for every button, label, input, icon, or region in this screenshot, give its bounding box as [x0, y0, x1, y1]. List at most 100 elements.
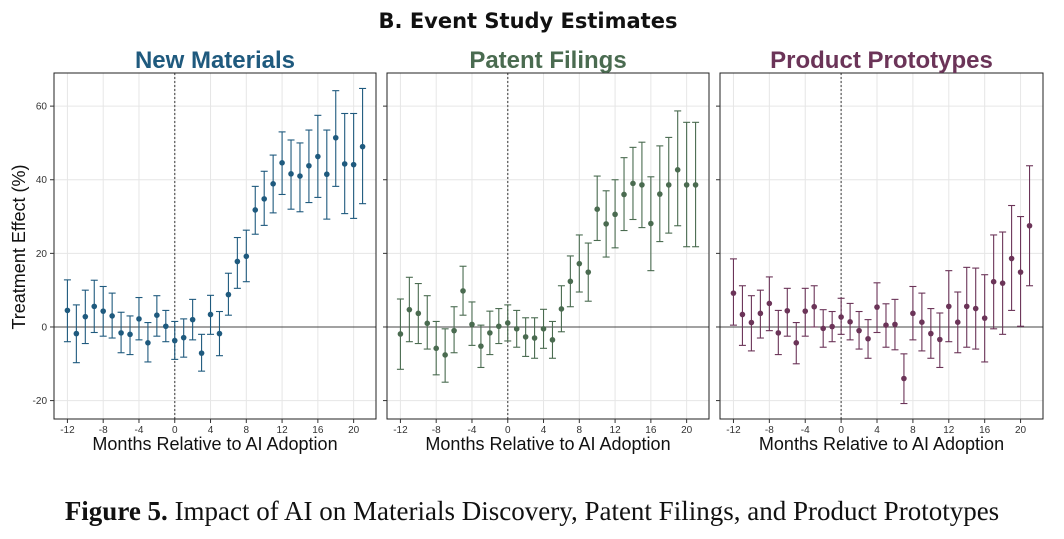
data-point — [181, 335, 187, 341]
data-point — [190, 317, 196, 323]
data-point — [919, 319, 925, 325]
x-tick-label: 20 — [348, 425, 360, 436]
caption-label: Figure 5. — [65, 496, 168, 526]
data-point — [740, 312, 746, 318]
data-point — [532, 335, 538, 341]
data-point — [829, 324, 835, 330]
data-point — [261, 196, 267, 202]
data-point — [496, 323, 502, 329]
data-point — [874, 304, 880, 310]
data-point — [127, 332, 133, 338]
data-point — [603, 221, 609, 227]
data-point — [991, 279, 997, 285]
data-point — [838, 314, 844, 320]
data-point — [811, 304, 817, 310]
data-point — [360, 144, 366, 150]
data-point — [460, 288, 466, 294]
data-point — [621, 192, 627, 198]
data-point — [217, 331, 223, 337]
data-point — [514, 326, 520, 332]
data-point — [1009, 256, 1015, 262]
data-point — [657, 191, 663, 197]
x-tick-label: 20 — [1015, 425, 1027, 436]
data-point — [910, 311, 916, 317]
data-point — [541, 326, 547, 332]
x-axis-label: Months Relative to AI Adoption — [425, 434, 670, 454]
data-point — [856, 328, 862, 334]
data-point — [398, 331, 404, 337]
data-point — [675, 167, 681, 173]
data-point — [109, 313, 115, 319]
data-point — [883, 322, 889, 328]
data-point — [252, 207, 258, 213]
data-point — [74, 331, 80, 337]
data-point — [100, 308, 106, 314]
data-point — [973, 306, 979, 312]
x-axis-label: Months Relative to AI Adoption — [759, 434, 1004, 454]
data-point — [1027, 223, 1033, 229]
data-point — [451, 328, 457, 334]
data-point — [136, 316, 142, 322]
data-point — [172, 338, 178, 344]
data-point — [505, 320, 511, 326]
data-point — [955, 319, 961, 325]
data-point — [550, 337, 556, 343]
data-point — [163, 323, 169, 329]
data-point — [424, 320, 430, 326]
data-point — [820, 326, 826, 332]
data-point — [928, 331, 934, 337]
data-point — [83, 314, 89, 320]
data-point — [666, 182, 672, 188]
data-point — [865, 336, 871, 342]
panel-2: -12-8-4048121620Patent FilingsMonths Rel… — [383, 47, 709, 454]
data-point — [612, 212, 618, 218]
panel-3: -12-8-4048121620Product PrototypesMonths… — [716, 47, 1043, 454]
y-tick-label: 40 — [36, 175, 48, 186]
panels-group: -12-8-4048121620-200204060New MaterialsM… — [33, 47, 1043, 454]
data-point — [749, 320, 755, 326]
data-point — [145, 340, 151, 346]
data-point — [478, 343, 484, 349]
data-point — [433, 346, 439, 352]
data-point — [693, 182, 699, 188]
data-point — [407, 307, 413, 313]
data-point — [946, 304, 952, 310]
data-point — [91, 304, 97, 310]
data-point — [208, 312, 214, 318]
data-point — [226, 292, 232, 298]
data-point — [279, 160, 285, 166]
data-point — [1000, 280, 1006, 286]
data-point — [324, 171, 330, 177]
y-tick-label: 60 — [36, 102, 48, 113]
panel-title: New Materials — [135, 47, 295, 74]
data-point — [892, 322, 898, 328]
data-point — [684, 182, 690, 188]
data-point — [244, 254, 250, 260]
data-point — [288, 171, 294, 177]
y-tick-label: 20 — [36, 249, 48, 260]
data-point — [487, 330, 493, 336]
y-tick-label: -20 — [33, 396, 48, 407]
data-point — [297, 173, 303, 179]
data-point — [351, 162, 357, 168]
data-point — [847, 319, 853, 325]
x-tick-label: -12 — [726, 425, 741, 436]
data-point — [118, 330, 124, 336]
data-point — [901, 376, 907, 382]
data-point — [937, 337, 943, 343]
panel-title: Patent Filings — [469, 47, 626, 74]
data-point — [559, 306, 565, 312]
data-point — [568, 279, 574, 285]
figure-suptitle: B. Event Study Estimates — [379, 9, 678, 33]
x-axis-label: Months Relative to AI Adoption — [92, 434, 337, 454]
plot-frame — [387, 73, 709, 419]
data-point — [469, 322, 475, 328]
data-point — [270, 181, 276, 187]
caption-text: Impact of AI on Materials Discovery, Pat… — [168, 496, 999, 526]
data-point — [523, 334, 529, 340]
figure-caption: Figure 5. Impact of AI on Materials Disc… — [0, 496, 1064, 527]
data-point — [784, 308, 790, 314]
plot-frame — [54, 73, 376, 419]
data-point — [342, 161, 348, 167]
